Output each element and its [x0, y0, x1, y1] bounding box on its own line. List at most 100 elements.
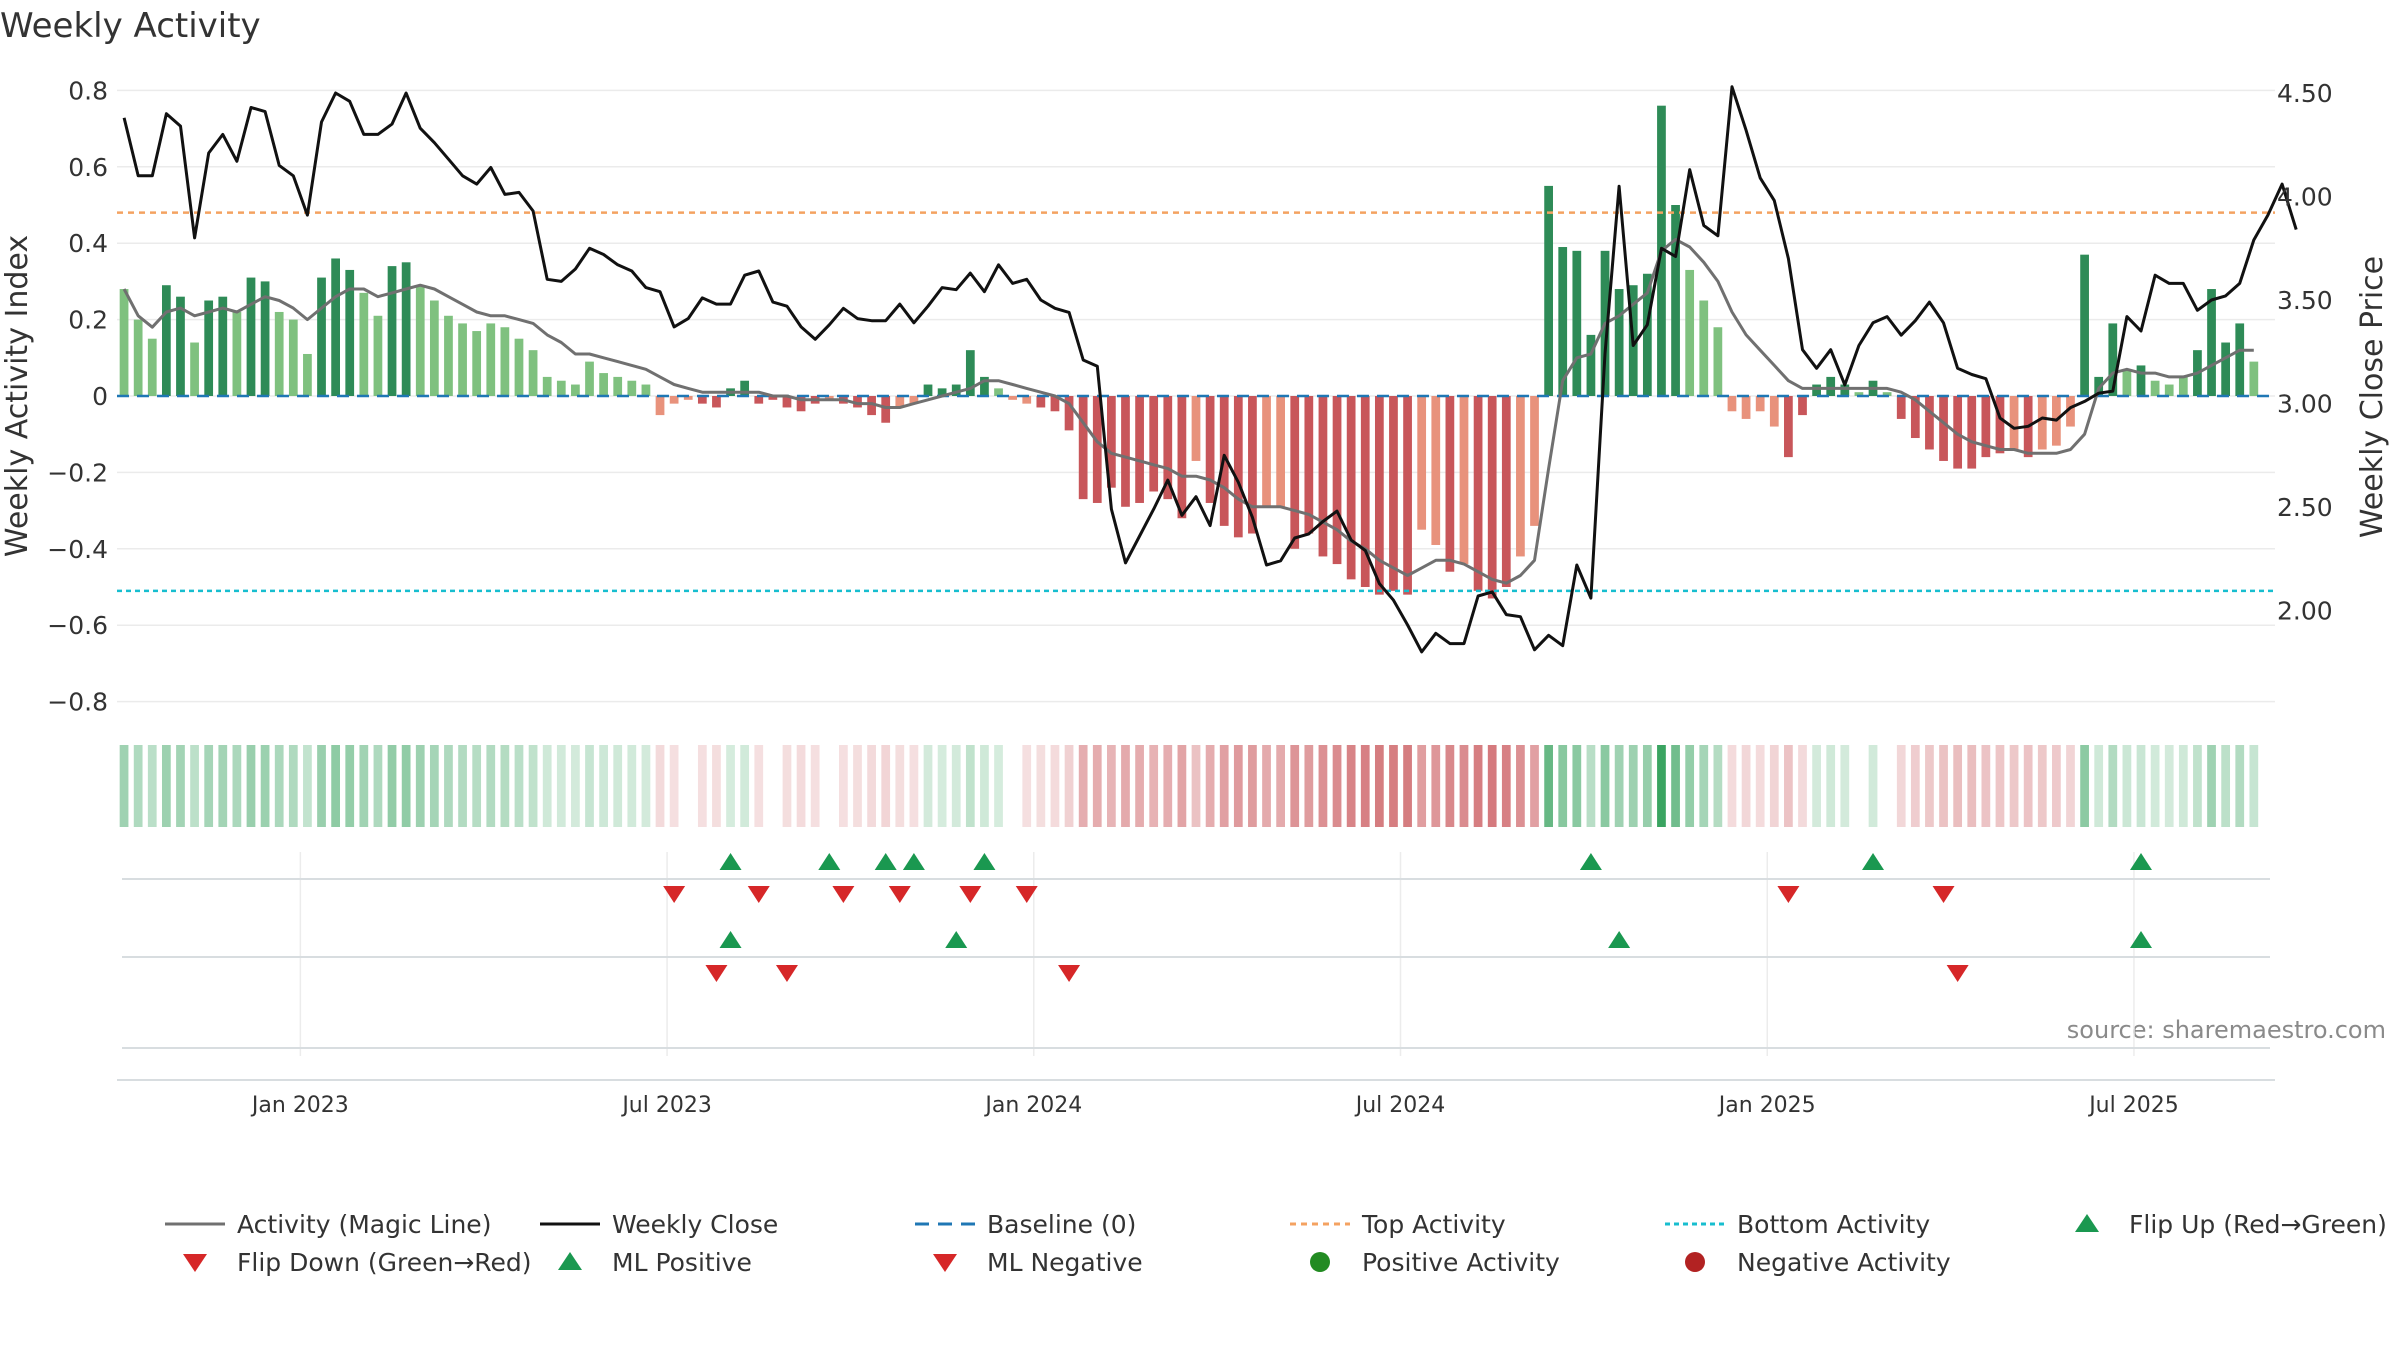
heat-cell — [1699, 745, 1709, 827]
activity-bar — [1558, 247, 1568, 396]
axis-ticks: 0.8 0.6 0.4 0.2 0 −0.2 −0.4 −0.6 −0.8 4.50 4.00 3.5… — [47, 76, 2332, 1118]
ml-negative-marker — [1058, 965, 1081, 982]
heat-cell — [1910, 745, 1920, 827]
activity-bar — [613, 376, 623, 396]
heat-cell — [1248, 745, 1257, 827]
activity-bar — [317, 277, 326, 396]
flip-up-marker — [973, 853, 996, 870]
heat-cell — [556, 745, 566, 827]
activity-bar — [1389, 396, 1398, 591]
activity-bar — [1078, 396, 1088, 500]
activity-bar — [867, 396, 876, 416]
legend-swatch-negative-dot — [1685, 1252, 1705, 1272]
heat-cell — [1459, 745, 1469, 827]
activity-bar — [1910, 396, 1920, 439]
activity-bar — [1304, 396, 1314, 534]
heat-cell — [923, 745, 933, 827]
heat-cell — [1163, 745, 1173, 827]
heat-cell — [274, 745, 284, 827]
heat-cell — [1318, 745, 1328, 827]
heat-cell — [1769, 745, 1779, 827]
weekly-close-line — [122, 85, 2298, 654]
legend-label: ML Negative — [987, 1248, 1143, 1277]
legend-swatch-positive-dot — [1310, 1252, 1330, 1272]
activity-bar — [2235, 323, 2245, 396]
heat-cell — [1092, 745, 1102, 827]
series-lines — [122, 85, 2298, 654]
heat-cell — [726, 745, 735, 827]
heat-cell — [542, 745, 552, 827]
signal-markers — [117, 853, 2275, 1081]
heat-cell — [867, 745, 876, 827]
activity-bar — [2150, 380, 2160, 396]
heat-cell — [2164, 745, 2174, 827]
flip-up-marker — [902, 853, 925, 870]
activity-bar — [1107, 396, 1116, 488]
flip-up-marker — [874, 853, 897, 870]
activity-bar — [1840, 384, 1850, 396]
activity-bar — [853, 396, 862, 408]
heat-cell — [839, 745, 848, 827]
activity-bar — [1008, 396, 1018, 400]
x-tick-label: Jul 2023 — [620, 1093, 712, 1118]
heat-cell — [1107, 745, 1116, 827]
heat-cell — [1530, 745, 1539, 827]
activity-bar — [288, 319, 298, 396]
heat-cell — [1135, 745, 1144, 827]
heat-cell — [373, 745, 383, 827]
heat-cell — [1558, 745, 1568, 827]
activity-bar — [994, 388, 1003, 396]
heat-cell — [1205, 745, 1215, 827]
activity-bar — [373, 315, 383, 396]
activity-bar — [2249, 361, 2259, 396]
heat-cell — [1403, 745, 1412, 827]
heat-cell — [133, 745, 143, 827]
heat-cell — [2108, 745, 2118, 827]
activity-bar — [274, 311, 284, 396]
activity-bar — [2009, 396, 2019, 450]
activity-bar — [2080, 254, 2089, 396]
heat-cell — [1360, 745, 1370, 827]
activity-bar — [824, 396, 834, 400]
activity-bar — [1050, 396, 1060, 412]
heat-cell — [345, 745, 355, 827]
heat-cell — [2150, 745, 2160, 827]
activity-bar — [641, 384, 651, 396]
activity-bar — [2066, 396, 2075, 427]
grid — [117, 89, 2275, 1056]
heat-cell — [401, 745, 411, 827]
heat-cell — [2122, 745, 2132, 827]
ml-negative-marker — [705, 965, 728, 982]
heat-cell — [1078, 745, 1088, 827]
activity-bar — [1614, 289, 1624, 396]
heat-cell — [599, 745, 608, 827]
heat-cell — [2235, 745, 2245, 827]
flip-up-marker — [719, 853, 742, 870]
heat-cell — [176, 745, 185, 827]
reference-lines — [117, 211, 2275, 593]
flip-down-marker — [888, 886, 911, 903]
activity-bar — [2178, 376, 2188, 396]
activity-bar — [260, 281, 270, 396]
y-tick-label: 0.4 — [68, 229, 108, 258]
legend-label: Bottom Activity — [1737, 1210, 1930, 1239]
heat-cell — [965, 745, 975, 827]
activity-bar — [754, 396, 764, 404]
source-note: source: sharemaestro.com — [2067, 1016, 2386, 1044]
heat-cell — [1191, 745, 1201, 827]
activity-bar — [712, 396, 721, 408]
y2-tick-label: 2.00 — [2277, 597, 2333, 626]
x-tick-label: Jan 2024 — [983, 1093, 1082, 1118]
heat-cell — [853, 745, 862, 827]
heat-cell — [641, 745, 651, 827]
activity-heat-strip — [119, 745, 2259, 827]
activity-bar — [1755, 396, 1765, 412]
heat-cell — [1826, 745, 1836, 827]
legend-label: Negative Activity — [1737, 1248, 1951, 1277]
heat-cell — [2094, 745, 2104, 827]
heat-cell — [1332, 745, 1342, 827]
legend-swatch-down-triangle — [933, 1254, 957, 1272]
heat-cell — [1671, 745, 1680, 827]
activity-bar — [1445, 396, 1455, 572]
